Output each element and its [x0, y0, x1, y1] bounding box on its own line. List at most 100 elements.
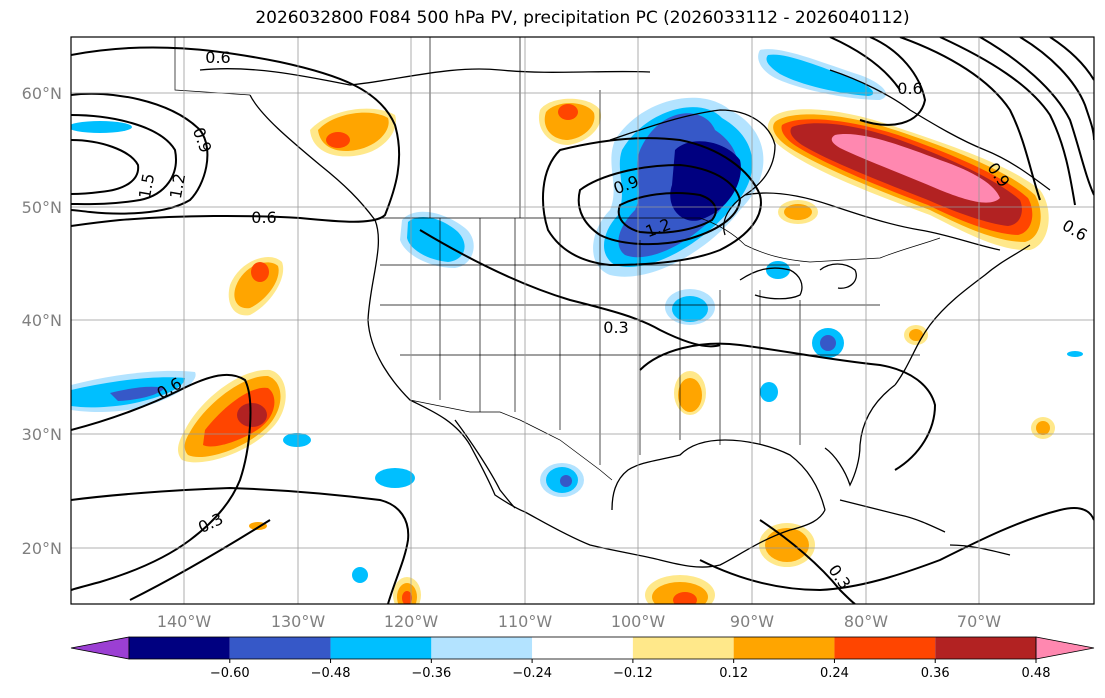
contour-label: 1.2: [166, 172, 189, 200]
lon-axis: 140°W 130°W 120°W 110°W 100°W 90°W 80°W …: [157, 612, 1001, 631]
contour-0.3-gulf: [129, 519, 271, 601]
colorbar-tick-label: 0.48: [1022, 666, 1051, 681]
coast-west: [249, 94, 526, 513]
contour-east-4: [1019, 37, 1094, 141]
coast-florida: [824, 384, 896, 487]
coastlines: [199, 68, 1051, 568]
colorbar-tick-label: −0.48: [311, 666, 351, 681]
contour-0.6-pac: [71, 373, 252, 591]
neg-anomaly-mexico-3: [560, 475, 572, 487]
contour-1.2-nw: [71, 114, 177, 206]
colorbar-tick-label: −0.12: [613, 666, 653, 681]
contour-east-3: [979, 37, 1094, 196]
contour-0.3-carib2: [759, 519, 856, 604]
colorbar-swatch: [935, 637, 1036, 659]
colorbar-tick-label: −0.24: [512, 666, 552, 681]
contour-label: 0.6: [251, 208, 276, 227]
neg-anomaly-atl: [1067, 351, 1083, 357]
lon-label: 70°W: [957, 612, 1001, 631]
map-frame: [70, 36, 1095, 605]
coast-hudson: [609, 109, 776, 236]
contour-0.3-pac: [71, 486, 410, 604]
contour-1.5-nw: [71, 139, 140, 195]
coast-baja: [454, 419, 516, 509]
pos-anomaly-pacific-s-3: [402, 591, 412, 604]
colorbar-swatch: [834, 637, 936, 659]
pos-anomaly-yukon-3: [326, 132, 350, 148]
lon-label: 80°W: [844, 612, 888, 631]
pos-anomaly-gulf-2: [678, 378, 702, 412]
colorbar-swatch: [632, 637, 734, 659]
contour-0.3-central: [419, 229, 721, 348]
borders: [174, 37, 941, 481]
colorbar-swatch: [532, 637, 633, 659]
contour-label: 1.5: [135, 172, 158, 200]
contour-0.9-nw: [71, 92, 209, 215]
coast-arctic: [199, 68, 651, 86]
map-title: 2026032800 F084 500 hPa PV, precipitatio…: [255, 8, 910, 28]
neg-anomaly-pacific-3: [110, 386, 165, 401]
lon-label: 120°W: [384, 612, 439, 631]
pos-anomaly-greatlakes-2: [784, 204, 812, 220]
border-us-canada: [380, 217, 941, 263]
graticule: [71, 37, 1094, 604]
colorbar-swatch: [733, 637, 835, 659]
lon-label: 130°W: [271, 612, 326, 631]
neg-anomaly-pac2: [283, 433, 311, 447]
colorbar-swatch: [431, 637, 533, 659]
contour-ne-loop: [859, 37, 927, 126]
coast-greatlakes: [739, 267, 803, 300]
lat-label: 50°N: [22, 198, 62, 217]
contour-0.6-ne: [829, 37, 901, 91]
colorbar-tick-label: −0.60: [210, 666, 250, 681]
pos-anomaly-nunavut-2: [544, 103, 595, 140]
pos-anomaly-pacific-main-4: [237, 403, 267, 427]
contour-east-5: [1049, 37, 1094, 81]
neg-anomaly-south: [760, 382, 778, 402]
colorbar-tick-label: 0.12: [719, 666, 748, 681]
colorbar-outline: [128, 636, 1037, 660]
neg-anomaly-ohio-2: [820, 335, 836, 351]
pos-anomaly-virginia-2: [909, 329, 923, 341]
colorbar-swatch: [229, 637, 331, 659]
lon-label: 140°W: [157, 612, 212, 631]
colorbar: −0.60 −0.48 −0.36 −0.24 −0.12 0.12 0.24 0.36 0.4…: [70, 636, 1095, 681]
contour-label: 0.6: [205, 48, 230, 67]
neg-anomaly-michigan: [766, 261, 790, 279]
contour-central-inner: [617, 192, 717, 234]
neg-anomaly-baja: [375, 468, 415, 488]
colorbar-extend-high: [1035, 636, 1095, 660]
lat-label: 60°N: [22, 84, 62, 103]
neg-anomaly-small: [352, 567, 368, 583]
colorbar-tick-label: −0.36: [411, 666, 451, 681]
contour-central-mid: [577, 163, 742, 246]
lon-label: 100°W: [611, 612, 666, 631]
lon-label: 90°W: [730, 612, 774, 631]
neg-anomaly-central-4: [670, 141, 741, 221]
coast-greatlakes-2: [819, 263, 857, 289]
colorbar-extend-low: [70, 636, 130, 660]
contour-0.3-carib: [699, 507, 1094, 592]
contour-central-outer: [542, 137, 762, 267]
contour-0.6-north: [71, 46, 401, 227]
contour-east-1: [899, 37, 1041, 201]
coast-cuba: [839, 499, 946, 533]
pos-anomaly-yucatan-2: [765, 528, 809, 562]
neg-anomaly-labrador-2: [766, 54, 874, 96]
pos-anomaly-pacific-n-3: [251, 262, 269, 282]
pv-contours: [71, 37, 1094, 604]
colorbar-tick-label: 0.24: [820, 666, 849, 681]
lon-label: 110°W: [498, 612, 553, 631]
pos-anomaly-quebec-5: [831, 134, 1000, 203]
contour-0.3-se: [639, 342, 937, 471]
neg-anomaly-midwest-2: [672, 296, 708, 322]
colorbar-swatch: [330, 637, 432, 659]
pos-anomaly-south-mex-3: [673, 592, 697, 604]
colorbar-tick-label: 0.36: [921, 666, 950, 681]
coast-labrador: [829, 69, 1051, 191]
lat-label: 30°N: [22, 425, 62, 444]
colorbar-swatch: [129, 637, 230, 659]
coast-mexico-east: [524, 509, 826, 568]
contour-label: 0.6: [897, 79, 922, 98]
